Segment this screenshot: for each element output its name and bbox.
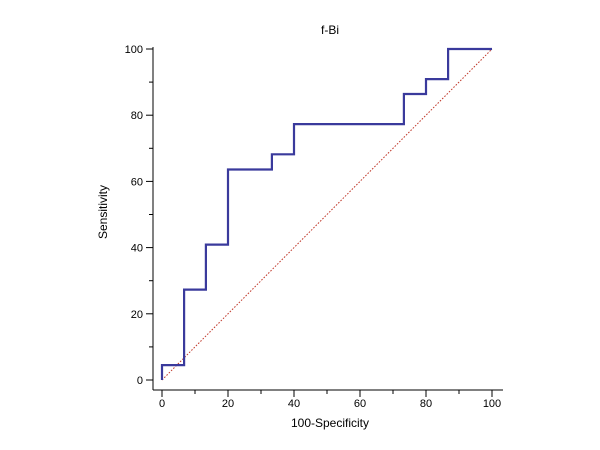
y-tick-label: 40 [131, 243, 143, 255]
y-axis-label: Sensitivity [96, 185, 110, 239]
y-tick-label: 80 [131, 110, 143, 122]
x-axis-label: 100-Specificity [291, 416, 369, 430]
chart-title: f-Bi [321, 23, 339, 37]
x-tick-label: 60 [354, 398, 366, 410]
x-tick-label: 20 [222, 398, 234, 410]
x-tick-label: 100 [483, 398, 501, 410]
plot-area: 0 20 40 60 80 100 0 20 40 60 80 100 [125, 44, 503, 410]
y-tick-label: 0 [137, 375, 143, 387]
x-tick-label: 0 [159, 398, 165, 410]
reference-diagonal-line [161, 48, 493, 381]
y-tick-label: 60 [131, 176, 143, 188]
y-tick-label: 20 [131, 309, 143, 321]
y-tick-label: 100 [125, 44, 143, 56]
x-tick-label: 40 [288, 398, 300, 410]
x-tick-label: 80 [420, 398, 432, 410]
roc-curve-line [160, 47, 492, 380]
